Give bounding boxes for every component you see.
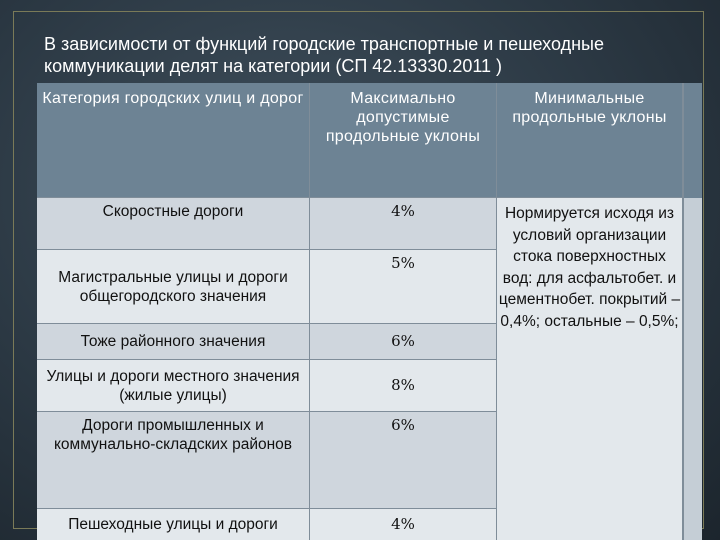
row-4-category: Улицы и дороги местного значения (жилые … [37, 360, 310, 412]
row-2-max-slope: 5% [310, 250, 497, 324]
table-edge-header [683, 83, 702, 198]
row-5-max-slope: 6% [310, 412, 497, 509]
header-max-slope: Максимально допустимые продольные уклоны [310, 83, 497, 198]
row-1-category: Скоростные дороги [37, 198, 310, 250]
row-6-category: Пешеходные улицы и дороги [37, 509, 310, 540]
min-slope-note: Нормируется исходя из условий организаци… [497, 198, 683, 540]
header-min-slope: Минимальные продольные уклоны [497, 83, 683, 198]
header-category: Категория городских улиц и дорог [37, 83, 310, 198]
row-1-max-slope: 4% [310, 198, 497, 250]
row-5-category: Дороги промышленных и коммунально-складс… [37, 412, 310, 509]
row-2-category: Магистральные улицы и дороги общегородск… [37, 250, 310, 324]
slide-title: В зависимости от функций городские транс… [44, 34, 604, 76]
row-3-category: Тоже районного значения [37, 324, 310, 360]
table-edge-body [683, 198, 702, 540]
row-4-max-slope: 8% [310, 360, 497, 412]
row-3-max-slope: 6% [310, 324, 497, 360]
slopes-table: Категория городских улиц и дорог Максима… [37, 83, 702, 540]
row-6-max-slope: 4% [310, 509, 497, 540]
